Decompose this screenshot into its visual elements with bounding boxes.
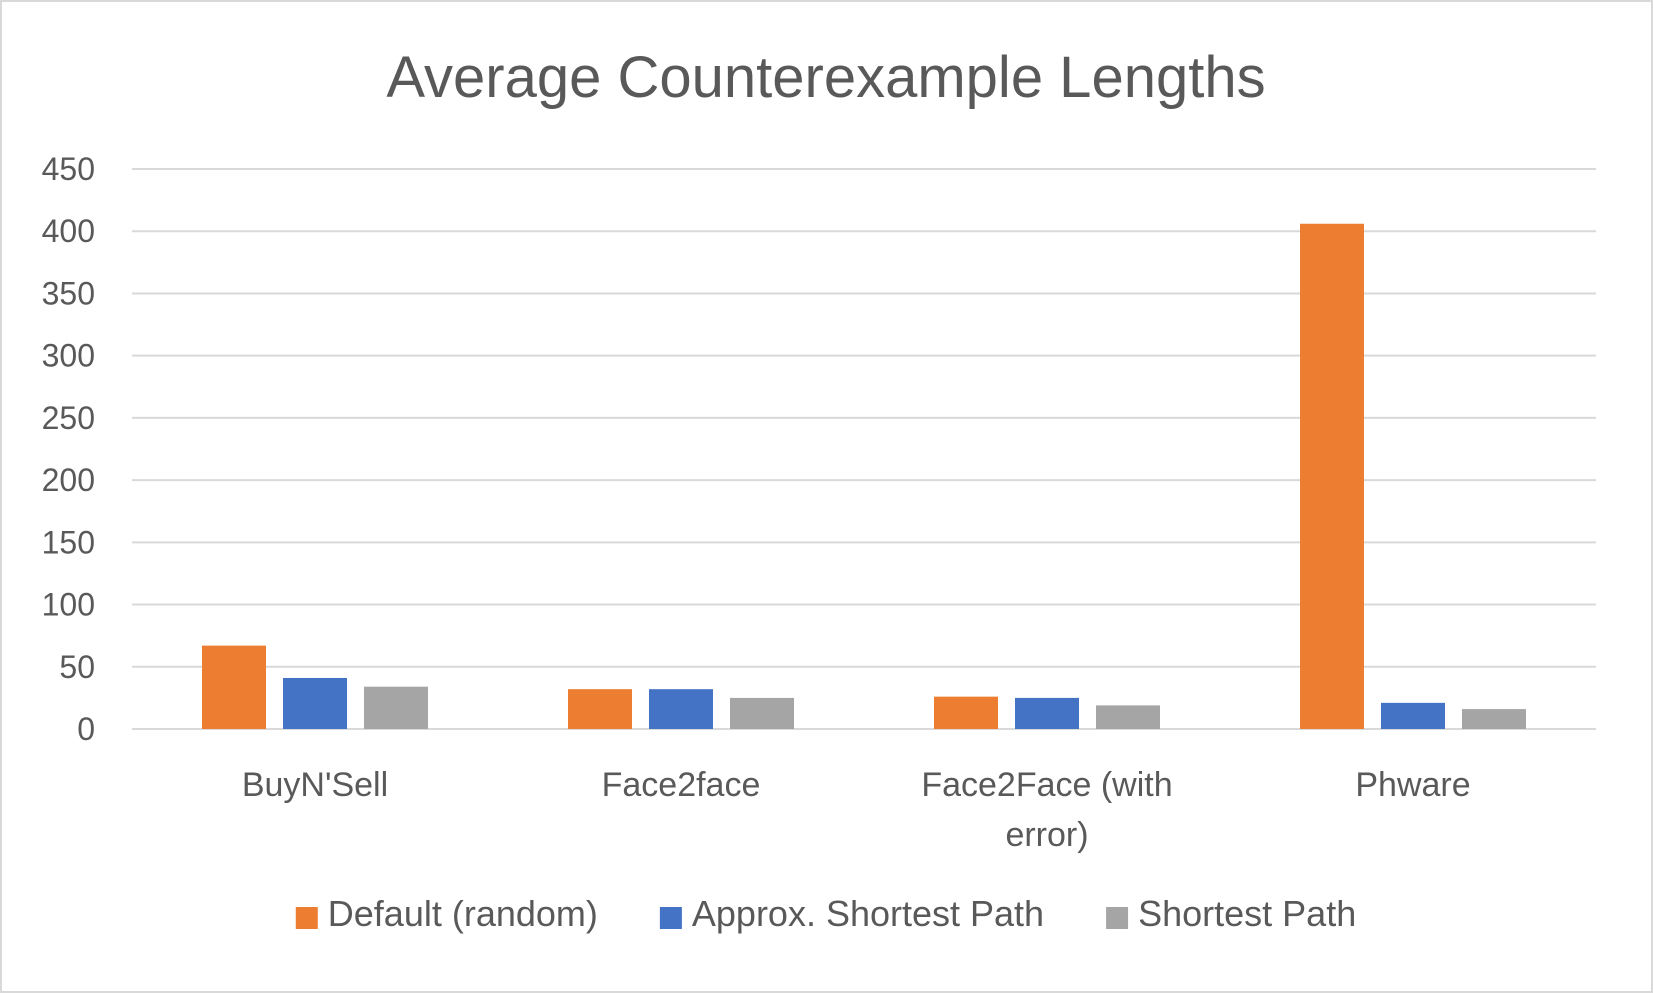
bar xyxy=(934,696,998,729)
y-tick-label: 300 xyxy=(42,338,95,374)
chart-title: Average Counterexample Lengths xyxy=(386,45,1265,110)
legend: Default (random) Approx. Shortest Path Sho… xyxy=(295,893,1356,934)
bar xyxy=(1096,705,1160,729)
bar xyxy=(364,686,428,729)
x-tick-label: Face2Face (with xyxy=(921,766,1172,804)
legend-label: Shortest Path xyxy=(1138,893,1356,934)
x-tick-label: BuyN'Sell xyxy=(242,766,388,804)
y-tick-label: 350 xyxy=(42,275,95,311)
legend-label: Default (random) xyxy=(328,893,598,934)
legend-swatch xyxy=(1106,907,1129,929)
bar xyxy=(1300,223,1364,729)
y-tick-label: 50 xyxy=(59,649,95,685)
y-axis: 0 50 100 150 200 250 300 350 400 450 xyxy=(42,151,95,747)
bars xyxy=(202,223,1526,729)
y-tick-label: 250 xyxy=(42,400,95,436)
x-tick-label: error) xyxy=(1005,816,1088,854)
legend-swatch xyxy=(295,907,318,929)
legend-item: Default (random) xyxy=(295,893,598,934)
y-tick-label: 450 xyxy=(42,151,95,187)
bar xyxy=(568,689,632,729)
y-tick-label: 100 xyxy=(42,587,95,623)
bar xyxy=(730,697,794,729)
legend-item: Shortest Path xyxy=(1106,893,1356,934)
y-tick-label: 0 xyxy=(77,711,95,747)
gridlines xyxy=(132,168,1596,730)
y-tick-label: 200 xyxy=(42,462,95,498)
bar xyxy=(649,689,713,729)
legend-swatch xyxy=(659,907,682,929)
bar xyxy=(1015,697,1079,729)
bar xyxy=(1381,702,1445,729)
legend-label: Approx. Shortest Path xyxy=(692,893,1044,934)
legend-item: Approx. Shortest Path xyxy=(659,893,1044,934)
y-tick-label: 150 xyxy=(42,524,95,560)
x-tick-label: Phware xyxy=(1355,766,1470,804)
x-tick-label: Face2face xyxy=(602,766,761,804)
bar xyxy=(283,677,347,729)
x-axis: BuyN'Sell Face2face Face2Face (with error) P… xyxy=(242,766,1471,854)
y-tick-label: 400 xyxy=(42,213,95,249)
bar xyxy=(202,645,266,729)
bar xyxy=(1462,709,1526,729)
